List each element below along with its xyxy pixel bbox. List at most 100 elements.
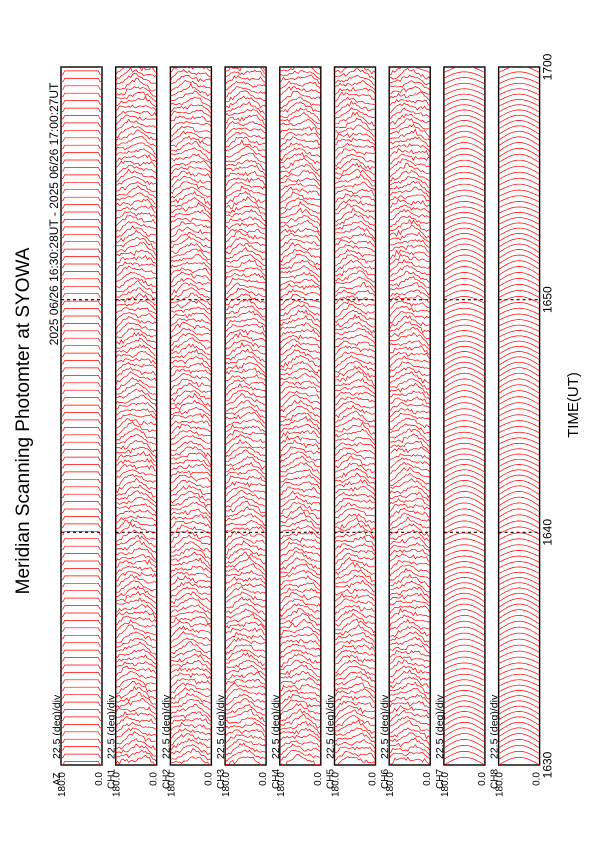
scan-trace: [225, 652, 267, 667]
scan-trace: [61, 456, 102, 461]
scan-trace: [334, 502, 376, 514]
scan-trace: [225, 228, 267, 237]
scan-trace: [170, 321, 212, 333]
scan-trace: [443, 384, 485, 394]
scan-trace: [225, 693, 267, 706]
scan-trace: [498, 577, 540, 586]
scan-trace: [170, 604, 212, 614]
scan-trace: [225, 277, 267, 289]
scan-trace: [115, 681, 157, 695]
scan-trace: [170, 484, 212, 496]
scan-trace: [443, 532, 485, 541]
scan-trace: [498, 378, 540, 389]
scan-trace: [334, 447, 376, 457]
scan-trace: [225, 742, 267, 756]
scan-trace: [279, 278, 321, 288]
scan-trace: [170, 717, 212, 726]
scan-trace: [389, 366, 431, 380]
scan-trace: [115, 574, 157, 587]
scan-trace: [498, 177, 540, 186]
scan-trace: [334, 334, 376, 345]
ytick-label-min: 0.0: [258, 772, 269, 786]
scan-trace: [115, 522, 157, 536]
scan-trace: [61, 620, 102, 625]
scan-trace: [443, 211, 485, 220]
scan-trace: [225, 739, 267, 750]
scan-trace: [334, 67, 376, 75]
scan-trace: [389, 305, 431, 319]
scan-trace: [389, 162, 431, 178]
scan-trace: [170, 332, 212, 346]
scan-trace: [334, 732, 376, 744]
scan-trace: [170, 399, 212, 413]
scan-trace: [498, 744, 540, 754]
scan-trace: [389, 208, 431, 221]
scan-trace: [389, 351, 431, 361]
scan-trace: [498, 721, 540, 732]
scan-trace: [443, 278, 485, 287]
scan-trace: [61, 501, 102, 506]
scan-trace: [225, 704, 267, 716]
scan-trace: [225, 90, 267, 103]
scan-trace: [334, 428, 376, 441]
scan-trace: [61, 226, 102, 231]
scan-trace: [61, 731, 102, 736]
scan-trace: [61, 404, 102, 409]
scan-trace: [389, 355, 431, 370]
scan-trace: [279, 70, 321, 81]
scan-trace: [389, 315, 431, 330]
scan-trace: [61, 530, 102, 536]
scan-trace: [225, 551, 267, 565]
scan-trace: [498, 496, 540, 507]
scan-trace: [279, 322, 321, 335]
scan-trace: [498, 99, 540, 107]
scan-trace: [443, 290, 485, 299]
scan-trace: [61, 241, 102, 246]
scan-trace: [443, 114, 485, 124]
scan-trace: [443, 351, 485, 360]
scan-trace: [334, 91, 376, 103]
scan-trace: [443, 390, 485, 400]
scan-trace: [443, 243, 485, 254]
scale-label: 22.5 (deg)/div: [489, 694, 501, 759]
scan-trace: [170, 306, 212, 315]
scan-trace: [389, 402, 431, 412]
scan-trace: [170, 348, 212, 362]
scan-trace: [334, 193, 376, 204]
scan-trace: [498, 296, 540, 304]
scan-trace: [61, 560, 102, 565]
scan-trace: [115, 654, 157, 666]
scan-trace: [225, 644, 267, 657]
scan-trace: [115, 559, 157, 569]
scan-trace: [279, 288, 321, 300]
scan-trace: [389, 300, 431, 309]
scan-trace: [443, 82, 485, 90]
scan-trace: [279, 486, 321, 496]
scan-trace: [279, 136, 321, 149]
scan-trace: [170, 667, 212, 676]
scan-trace: [225, 362, 267, 374]
scan-trace: [443, 571, 485, 580]
scan-trace: [443, 88, 485, 96]
scan-trace: [498, 520, 540, 529]
scan-trace: [170, 423, 212, 435]
scan-trace: [443, 109, 485, 119]
scan-trace: [115, 631, 157, 643]
scan-trace: [115, 129, 157, 142]
traces: [61, 67, 102, 765]
scan-trace: [61, 256, 102, 261]
scan-trace: [170, 104, 212, 114]
scan-trace: [498, 243, 540, 254]
scan-trace: [115, 168, 157, 183]
scan-trace: [389, 371, 431, 385]
scan-trace: [389, 440, 431, 452]
scan-trace: [443, 496, 485, 507]
scan-trace: [61, 137, 102, 142]
ytick-label-max: 180.0: [440, 772, 451, 797]
scan-trace: [225, 649, 267, 660]
scan-trace: [115, 477, 157, 494]
panel-frame: [279, 66, 322, 766]
scan-trace: [61, 375, 102, 380]
scan-trace: [389, 704, 431, 715]
